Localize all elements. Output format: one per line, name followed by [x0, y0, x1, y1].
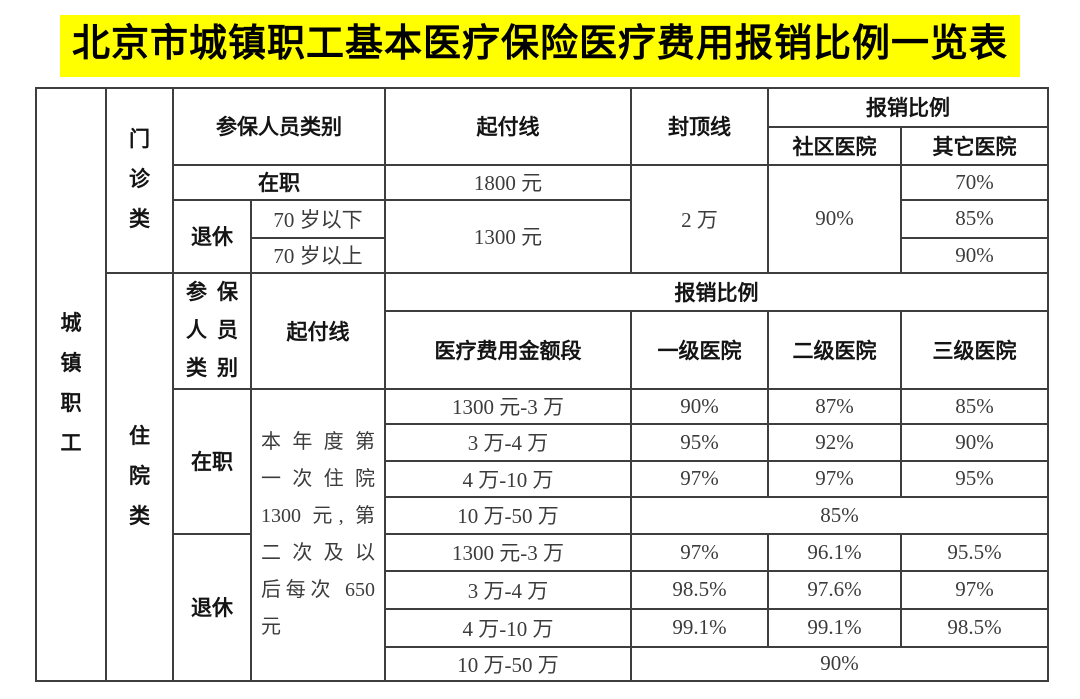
outpatient-retired-under70-other-rate: 85%	[900, 198, 1049, 239]
inpatient-active-tier3-3: 95%	[900, 459, 1049, 498]
inpatient-active-tier1-1: 90%	[630, 387, 769, 425]
reimbursement-table: 城 镇 职 工 门 诊 类 参保人员类别 起付线 封顶线 报销比例 社区医院 其…	[35, 86, 1049, 682]
inpatient-retired-tier3-3: 98.5%	[900, 607, 1049, 648]
outpatient-retired-over70-other-rate: 90%	[900, 236, 1049, 274]
inpatient-retired-band-1: 1300 元-3 万	[384, 532, 632, 572]
inpatient-active-tier2-1: 87%	[767, 387, 902, 425]
inpatient-retired-tier2-1: 96.1%	[767, 532, 902, 572]
inpatient-retired-label: 退休	[172, 532, 252, 682]
title-bar: 北京市城镇职工基本医疗保险医疗费用报销比例一览表	[0, 0, 1080, 77]
table-row: 城 镇 职 工 门 诊 类 参保人员类别 起付线 封顶线 报销比例	[35, 86, 1049, 682]
inpatient-retired-merged-rate: 90%	[630, 645, 1049, 682]
inpatient-active-merged-rate: 85%	[630, 495, 1049, 535]
inpatient-header-tier2: 二级医院	[767, 310, 902, 390]
table-row: 4 万-10 万 99.1% 99.1% 98.5%	[36, 607, 1049, 648]
inpatient-retired-band-2: 3 万-4 万	[384, 569, 632, 610]
page-title: 北京市城镇职工基本医疗保险医疗费用报销比例一览表	[59, 15, 1020, 77]
inpatient-active-band-1: 1300 元-3 万	[384, 387, 632, 425]
outpatient-active-other-rate: 70%	[900, 163, 1049, 201]
inpatient-retired-band-3: 4 万-10 万	[384, 607, 632, 648]
table-row: 社区医院 其它医院	[36, 125, 1049, 166]
inpatient-active-band-4: 10 万-50 万	[384, 495, 632, 535]
inpatient-deductible-note: 本年度第 一次住院 1300 元, 第 二次及以 后每次 650 元	[250, 387, 386, 682]
inpatient-active-tier3-1: 85%	[900, 387, 1049, 425]
inpatient-active-tier1-2: 95%	[630, 422, 769, 462]
table-row: 在职 1800 元 2 万 90% 70%	[36, 163, 1049, 274]
table-row: 退休 70 岁以下 1300 元 85%	[36, 198, 1049, 274]
inpatient-active-tier2-2: 92%	[767, 422, 902, 462]
outpatient-retired-under70-label: 70 岁以下	[250, 198, 386, 239]
inpatient-active-band-3: 4 万-10 万	[384, 459, 632, 498]
inpatient-retired-tier1-1: 97%	[630, 532, 769, 572]
inpatient-active-tier3-2: 90%	[900, 422, 1049, 462]
inpatient-retired-tier3-2: 97%	[900, 569, 1049, 610]
inpatient-active-band-2: 3 万-4 万	[384, 422, 632, 462]
inpatient-header-tier1: 一级医院	[630, 310, 769, 390]
outpatient-header-ratio: 报销比例	[767, 86, 1049, 128]
inpatient-retired-tier1-2: 98.5%	[630, 569, 769, 610]
inpatient-retired-tier3-1: 95.5%	[900, 532, 1049, 572]
outpatient-retired-deductible: 1300 元	[384, 198, 632, 274]
outpatient-community-rate: 90%	[767, 163, 902, 274]
table-row: 3 万-4 万 98.5% 97.6% 97%	[36, 569, 1049, 610]
inpatient-retired-tier1-3: 99.1%	[630, 607, 769, 648]
table-row: 住 院 类 参保 人员 类别 起付线 报销比例	[36, 271, 1049, 682]
inpatient-retired-tier2-3: 99.1%	[767, 607, 902, 648]
inpatient-header-tier3: 三级医院	[900, 310, 1049, 390]
outpatient-cap-value: 2 万	[630, 163, 769, 274]
outpatient-header-person-category: 参保人员类别	[172, 86, 386, 166]
inpatient-retired-band-4: 10 万-50 万	[384, 645, 632, 682]
inpatient-active-label: 在职	[172, 387, 252, 535]
inpatient-active-tier2-3: 97%	[767, 459, 902, 498]
table-row: 在职 本年度第 一次住院 1300 元, 第 二次及以 后每次 650 元 13…	[36, 387, 1049, 682]
outpatient-section-label: 门 诊 类	[105, 86, 174, 274]
inpatient-header-amount-band: 医疗费用金额段	[384, 310, 632, 390]
table-row: 医疗费用金额段 一级医院 二级医院 三级医院	[36, 310, 1049, 390]
table-row: 4 万-10 万 97% 97% 95%	[36, 459, 1049, 498]
inpatient-header-deductible: 起付线	[250, 271, 386, 390]
table-row: 70 岁以上 90%	[36, 236, 1049, 274]
outpatient-header-cap: 封顶线	[630, 86, 769, 166]
table-row: 10 万-50 万 90%	[36, 645, 1049, 682]
outpatient-header-other-hospital: 其它医院	[900, 125, 1049, 166]
outpatient-header-deductible: 起付线	[384, 86, 632, 166]
inpatient-header-ratio: 报销比例	[384, 271, 1049, 313]
inpatient-header-person-category: 参保 人员 类别	[172, 271, 252, 390]
inpatient-active-tier1-3: 97%	[630, 459, 769, 498]
outpatient-active-label: 在职	[172, 163, 386, 201]
outpatient-header-community-hospital: 社区医院	[767, 125, 902, 166]
outpatient-active-deductible: 1800 元	[384, 163, 632, 201]
table-row: 退休 1300 元-3 万 97% 96.1% 95.5%	[36, 532, 1049, 682]
inpatient-retired-tier2-2: 97.6%	[767, 569, 902, 610]
outpatient-retired-over70-label: 70 岁以上	[250, 236, 386, 274]
inpatient-section-label: 住 院 类	[105, 271, 174, 682]
group-label-cell: 城 镇 职 工	[35, 86, 107, 682]
table-row: 10 万-50 万 85%	[36, 495, 1049, 535]
outpatient-retired-label: 退休	[172, 198, 252, 274]
table-row: 3 万-4 万 95% 92% 90%	[36, 422, 1049, 462]
